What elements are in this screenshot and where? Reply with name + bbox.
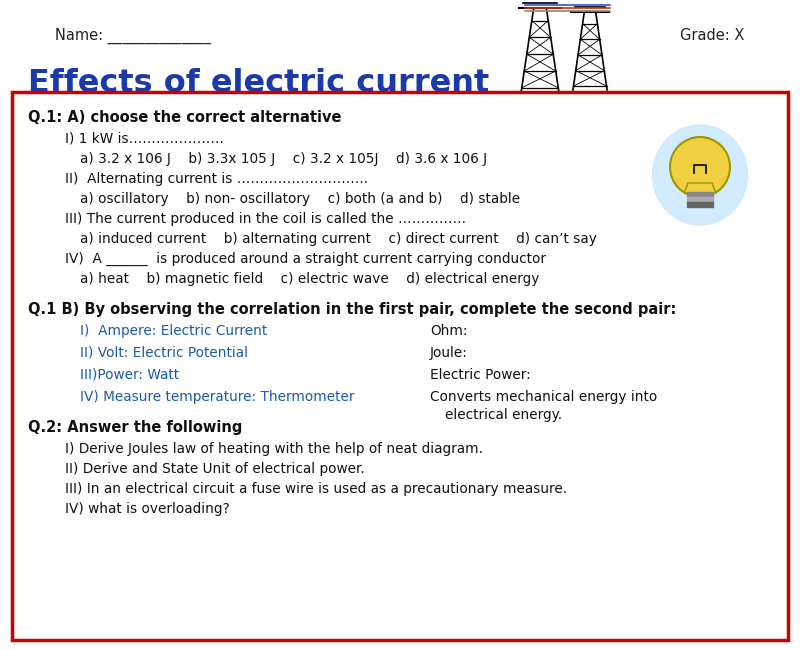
Text: Effects of electric current: Effects of electric current: [28, 68, 490, 99]
Text: a) 3.2 x 106 J    b) 3.3x 105 J    c) 3.2 x 105J    d) 3.6 x 106 J: a) 3.2 x 106 J b) 3.3x 105 J c) 3.2 x 10…: [80, 152, 487, 166]
Text: III) The current produced in the coil is called the ……………: III) The current produced in the coil is…: [65, 212, 466, 226]
Text: I) Derive Joules law of heating with the help of neat diagram.: I) Derive Joules law of heating with the…: [65, 442, 483, 456]
Bar: [687, 202, 713, 207]
Circle shape: [670, 137, 730, 197]
Polygon shape: [684, 183, 716, 193]
Text: Electric Power:: Electric Power:: [430, 368, 530, 382]
Text: a) induced current    b) alternating current    c) direct current    d) can’t sa: a) induced current b) alternating curren…: [80, 232, 597, 246]
Text: IV) what is overloading?: IV) what is overloading?: [65, 502, 230, 516]
Text: Joule:: Joule:: [430, 346, 468, 360]
Text: Converts mechanical energy into: Converts mechanical energy into: [430, 390, 658, 404]
Text: electrical energy.: electrical energy.: [445, 408, 562, 422]
Text: a) oscillatory    b) non- oscillatory    c) both (a and b)    d) stable: a) oscillatory b) non- oscillatory c) bo…: [80, 192, 520, 206]
Text: II)  Alternating current is ………………………..: II) Alternating current is ………………………..: [65, 172, 368, 186]
Text: Q.1 B) By observing the correlation in the first pair, complete the second pair:: Q.1 B) By observing the correlation in t…: [28, 302, 676, 317]
Text: Grade: X: Grade: X: [680, 28, 744, 43]
Text: Q.1: A) choose the correct alternative: Q.1: A) choose the correct alternative: [28, 110, 342, 125]
Text: II) Derive and State Unit of electrical power.: II) Derive and State Unit of electrical …: [65, 462, 365, 476]
Text: a) heat    b) magnetic field    c) electric wave    d) electrical energy: a) heat b) magnetic field c) electric wa…: [80, 272, 539, 286]
Text: II) Volt: Electric Potential: II) Volt: Electric Potential: [80, 346, 248, 360]
Text: Q.2: Answer the following: Q.2: Answer the following: [28, 420, 242, 435]
Ellipse shape: [653, 125, 747, 225]
Text: IV) Measure temperature: Thermometer: IV) Measure temperature: Thermometer: [80, 390, 354, 404]
Text: I)  Ampere: Electric Current: I) Ampere: Electric Current: [80, 324, 267, 338]
Text: IV)  A ______  is produced around a straight current carrying conductor: IV) A ______ is produced around a straig…: [65, 252, 546, 266]
Text: Ohm:: Ohm:: [430, 324, 467, 338]
Bar: [687, 197, 713, 202]
Bar: [12, 92, 788, 640]
Text: III) In an electrical circuit a fuse wire is used as a precautionary measure.: III) In an electrical circuit a fuse wir…: [65, 482, 567, 496]
Bar: [687, 192, 713, 197]
Text: I) 1 kW is…………………: I) 1 kW is…………………: [65, 132, 224, 146]
Text: Name: ______________: Name: ______________: [55, 28, 211, 44]
Text: III)Power: Watt: III)Power: Watt: [80, 368, 179, 382]
